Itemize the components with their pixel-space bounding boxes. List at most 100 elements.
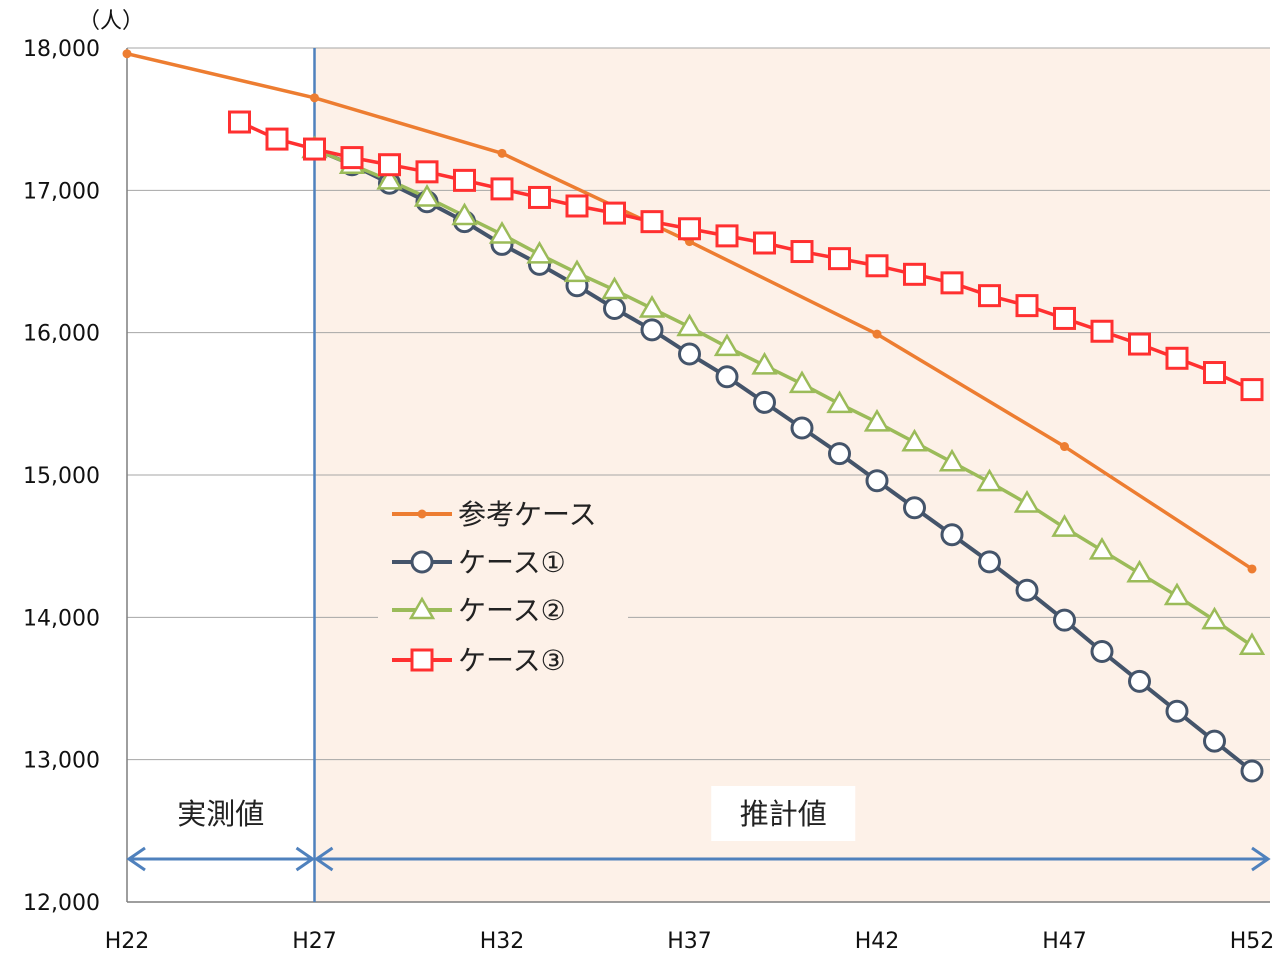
data-point-circle xyxy=(678,342,701,366)
data-point-square xyxy=(603,201,626,225)
data-point-circle xyxy=(1203,729,1226,753)
data-point-triangle xyxy=(1126,559,1153,583)
data-point-square xyxy=(1015,294,1039,318)
x-tick-label: H27 xyxy=(292,929,337,954)
region-arrowhead-right-2 xyxy=(1251,846,1271,872)
data-point-square xyxy=(378,153,401,177)
data-point-triangle xyxy=(938,448,966,472)
data-point-square xyxy=(940,271,964,295)
data-point-triangle xyxy=(413,183,441,207)
data-point-circle xyxy=(603,296,626,320)
data-point-circle xyxy=(640,318,664,342)
data-point-triangle xyxy=(1051,514,1078,537)
region-label-2: 推計値 xyxy=(740,797,827,831)
data-point-triangle xyxy=(408,596,436,620)
y-tick-label: 14,000 xyxy=(23,606,100,631)
data-point-square xyxy=(1090,319,1114,343)
data-point-circle xyxy=(1015,578,1039,602)
data-point-square xyxy=(453,168,476,192)
data-point-square xyxy=(978,284,1001,308)
data-point-triangle xyxy=(826,390,853,414)
y-tick-label: 13,000 xyxy=(23,749,100,774)
region-arrowhead-right-1 xyxy=(295,846,316,872)
data-point-square xyxy=(753,231,776,255)
data-point-square xyxy=(1240,378,1264,402)
data-point-square xyxy=(1053,306,1076,330)
data-point-square xyxy=(265,127,289,151)
data-point-square xyxy=(678,217,701,241)
y-axis-unit-label: （人） xyxy=(78,9,144,34)
data-point-square xyxy=(490,177,514,201)
data-point-circle xyxy=(903,496,926,520)
data-point-triangle xyxy=(676,313,703,337)
y-tick-label: 18,000 xyxy=(23,37,100,62)
data-point-square xyxy=(340,146,364,170)
region-layer: 実測値 推計値 xyxy=(126,786,1271,872)
y-tick-label: 16,000 xyxy=(23,322,100,347)
axes-layer: （人） 12,000 13,000 14,000 15,000 16,000 17,000 1… xyxy=(23,9,1274,954)
data-point-dot xyxy=(417,509,427,519)
x-tick-label: H52 xyxy=(1230,929,1275,954)
data-point-triangle xyxy=(863,408,891,432)
data-point-square xyxy=(903,262,926,286)
series-line-4 xyxy=(238,120,1253,392)
data-point-square xyxy=(415,160,439,184)
region-label-box xyxy=(711,786,856,841)
data-point-triangle xyxy=(1163,582,1191,606)
x-tick-label: H47 xyxy=(1042,929,1087,954)
data-point-square xyxy=(828,247,851,271)
data-point-square xyxy=(410,648,434,672)
x-tick-label: H42 xyxy=(855,929,900,954)
y-tick-label: 17,000 xyxy=(23,179,100,204)
data-point-triangle xyxy=(751,351,778,375)
y-tick-label: 15,000 xyxy=(23,464,100,489)
data-point-square xyxy=(790,240,814,264)
data-point-square xyxy=(1203,361,1226,385)
region-arrowhead-left-2 xyxy=(313,846,334,872)
data-point-dot xyxy=(1247,564,1257,574)
data-point-triangle xyxy=(601,276,628,300)
data-point-circle xyxy=(753,390,776,414)
legend-label: ケース② xyxy=(458,594,566,627)
data-point-triangle xyxy=(901,428,928,452)
data-point-square xyxy=(528,185,551,209)
data-point-triangle xyxy=(488,220,516,244)
data-point-circle xyxy=(1165,699,1189,723)
data-point-circle xyxy=(828,442,851,466)
data-point-triangle xyxy=(1238,632,1266,656)
data-point-square xyxy=(1165,346,1189,370)
data-point-square xyxy=(865,254,889,278)
data-point-triangle xyxy=(976,468,1003,492)
data-point-circle xyxy=(1128,669,1151,693)
data-point-circle xyxy=(1240,759,1264,783)
data-point-triangle xyxy=(1013,489,1041,513)
data-point-square xyxy=(565,194,589,218)
x-tick-label: H37 xyxy=(667,929,712,954)
y-tick-label: 12,000 xyxy=(23,891,100,916)
data-point-dot xyxy=(310,93,319,103)
data-point-triangle xyxy=(376,166,403,190)
data-point-triangle xyxy=(1201,606,1228,630)
region-label-1: 実測値 xyxy=(177,797,264,831)
legend-label: ケース③ xyxy=(458,644,566,677)
data-point-triangle xyxy=(563,259,591,283)
data-point-triangle xyxy=(1088,536,1116,560)
data-point-circle xyxy=(715,365,739,389)
legend-label: ケース① xyxy=(458,546,566,579)
data-point-dot xyxy=(1060,442,1069,452)
data-point-circle xyxy=(1053,608,1076,632)
series-layer xyxy=(122,49,1266,783)
data-point-circle xyxy=(940,523,964,547)
data-point-square xyxy=(1128,332,1151,356)
data-point-square xyxy=(640,210,664,234)
x-tick-label: H22 xyxy=(105,929,150,954)
legend-label: 参考ケース xyxy=(458,498,597,531)
data-point-circle xyxy=(1090,639,1114,663)
data-point-circle xyxy=(865,469,889,493)
data-point-square xyxy=(228,110,251,134)
data-point-triangle xyxy=(638,294,666,318)
region-arrowhead-left-1 xyxy=(126,846,146,872)
data-point-circle xyxy=(978,550,1001,574)
